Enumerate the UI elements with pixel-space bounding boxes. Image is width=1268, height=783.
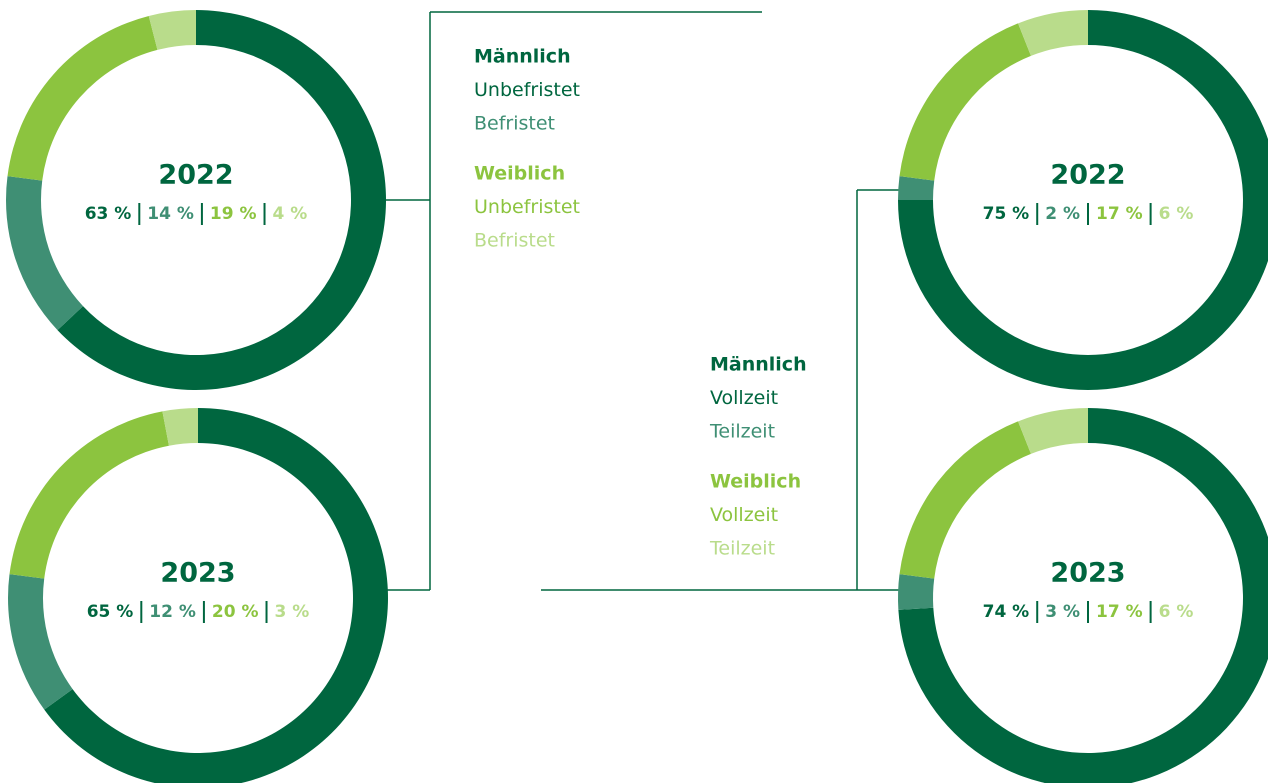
legend-group: Männlich — [710, 354, 807, 376]
legend-item: Unbefristet — [474, 79, 580, 101]
value-label: 75 % — [983, 204, 1030, 224]
value-label: 6 % — [1159, 204, 1194, 224]
donut-segment — [57, 10, 387, 390]
value-label: 19 % — [210, 204, 257, 224]
donut-title: 2023 — [160, 558, 235, 589]
value-label: 17 % — [1096, 602, 1143, 622]
legend-item: Vollzeit — [710, 387, 778, 409]
legend-item: Teilzeit — [709, 538, 775, 560]
value-label: 6 % — [1159, 602, 1194, 622]
value-label: 17 % — [1096, 204, 1143, 224]
legend-group: Weiblich — [710, 471, 801, 493]
donut-segment — [7, 15, 158, 181]
donut-segment — [9, 411, 169, 579]
legend-group: Männlich — [474, 46, 571, 68]
value-label: 65 % — [87, 602, 134, 622]
donut-segment — [162, 408, 198, 446]
legend-item: Unbefristet — [474, 196, 580, 218]
donut-segment — [8, 574, 73, 710]
donut-segment — [898, 176, 935, 200]
connectors — [386, 11, 900, 591]
value-label: 63 % — [85, 204, 132, 224]
value-label: 14 % — [147, 204, 194, 224]
donut-segment — [899, 421, 1031, 579]
donut-segment — [5, 176, 84, 331]
value-label: 2 % — [1045, 204, 1080, 224]
legend-group: Weiblich — [474, 163, 565, 185]
connector — [386, 11, 762, 591]
donut-segment — [148, 10, 196, 50]
connector — [541, 189, 900, 591]
donut-title: 2022 — [158, 160, 233, 191]
donut-title: 2022 — [1050, 160, 1125, 191]
donut-segment — [44, 408, 388, 783]
value-label: 3 % — [275, 602, 310, 622]
donut-segment — [1018, 10, 1088, 56]
value-label: 20 % — [212, 602, 259, 622]
donut-segment — [899, 23, 1031, 181]
donut-title: 2023 — [1050, 558, 1125, 589]
legend-item: Befristet — [474, 230, 555, 252]
value-label: 3 % — [1045, 602, 1080, 622]
value-label: 4 % — [273, 204, 308, 224]
value-label: 12 % — [149, 602, 196, 622]
legend-item: Vollzeit — [710, 504, 778, 526]
value-label: 74 % — [983, 602, 1030, 622]
donut-segment — [897, 574, 935, 610]
legend-item: Befristet — [474, 113, 555, 135]
legend-item: Teilzeit — [709, 421, 775, 443]
donut-segment — [1018, 408, 1088, 454]
